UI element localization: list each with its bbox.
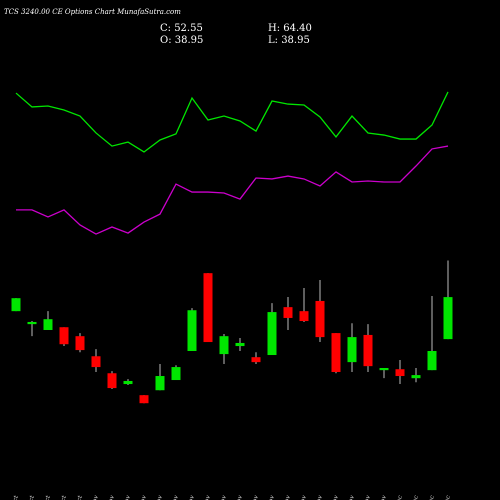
x-tick-label: 27 Oct	[8, 494, 20, 500]
x-tick-label: 04 Dec	[440, 494, 452, 500]
x-tick-label: 17 Nov	[232, 494, 245, 500]
x-tick-label: 02 Dec	[408, 494, 420, 500]
candle-body	[395, 369, 405, 377]
x-tick-label: 03 Nov	[88, 494, 101, 500]
x-tick-label: 28 Nov	[375, 494, 388, 500]
candle-body	[203, 273, 213, 343]
candle-body	[411, 375, 421, 379]
x-tick-label: 06 Nov	[120, 494, 133, 500]
candle-body	[187, 310, 197, 352]
x-tick-label: 26 Nov	[343, 494, 356, 500]
candle-body	[267, 312, 277, 356]
x-tick-label: 28 Oct	[24, 494, 36, 500]
candle-body	[123, 380, 133, 385]
x-tick-label: 07 Nov	[136, 494, 149, 500]
candle-body	[235, 342, 245, 347]
low-label: L: 38.95	[268, 35, 310, 46]
x-tick-label: 01 Dec	[392, 494, 404, 500]
candle-body	[251, 357, 261, 363]
candle-body	[91, 356, 101, 368]
x-tick-label: 29 Oct	[40, 494, 52, 500]
candle-body	[75, 336, 85, 351]
x-tick-label: 24 Nov	[311, 494, 324, 500]
candle-body	[59, 327, 69, 345]
x-tick-label: 03 Dec	[424, 494, 436, 500]
open-label: O: 38.95	[160, 35, 203, 46]
x-tick-label: 10 Nov	[152, 494, 165, 500]
candle-body	[219, 336, 229, 355]
candle-body	[299, 311, 309, 322]
x-tick-label: 14 Nov	[216, 494, 229, 500]
candle-body	[283, 307, 293, 318]
candle-body	[443, 297, 453, 340]
chart-title: TCS 3240.00 CE Options Chart MunafaSutra…	[4, 8, 181, 16]
candle-body	[43, 319, 53, 330]
candle-body	[315, 300, 325, 338]
x-tick-label: 30 Oct	[56, 494, 68, 500]
x-tick-label: 04 Nov	[104, 494, 117, 500]
x-tick-label: 21 Nov	[295, 494, 308, 500]
high-label: H: 64.40	[268, 23, 312, 34]
candle-body	[139, 395, 149, 404]
candle-body	[427, 351, 437, 371]
candle-body	[11, 298, 21, 312]
x-tick-label: 13 Nov	[200, 494, 213, 500]
candle-body	[331, 333, 341, 373]
x-tick-label: 19 Nov	[264, 494, 277, 500]
indicator-line	[16, 145, 449, 235]
candle-body	[107, 373, 117, 389]
close-label: C: 52.55	[160, 23, 203, 34]
x-tick-label: 11 Nov	[168, 494, 181, 500]
candle-body	[379, 367, 389, 371]
x-tick-label: 18 Nov	[248, 494, 261, 500]
candle-body	[27, 321, 37, 325]
candle-body	[171, 367, 181, 381]
candle-body	[347, 337, 357, 363]
candle-body	[363, 334, 373, 367]
candle-body	[155, 376, 165, 391]
x-tick-label: 27 Nov	[359, 494, 372, 500]
indicator-line	[15, 91, 449, 153]
x-tick-label: 12 Nov	[184, 494, 197, 500]
x-tick-label: 25 Nov	[327, 494, 340, 500]
x-tick-label: 31 Oct	[72, 494, 84, 500]
x-tick-label: 20 Nov	[279, 494, 292, 500]
